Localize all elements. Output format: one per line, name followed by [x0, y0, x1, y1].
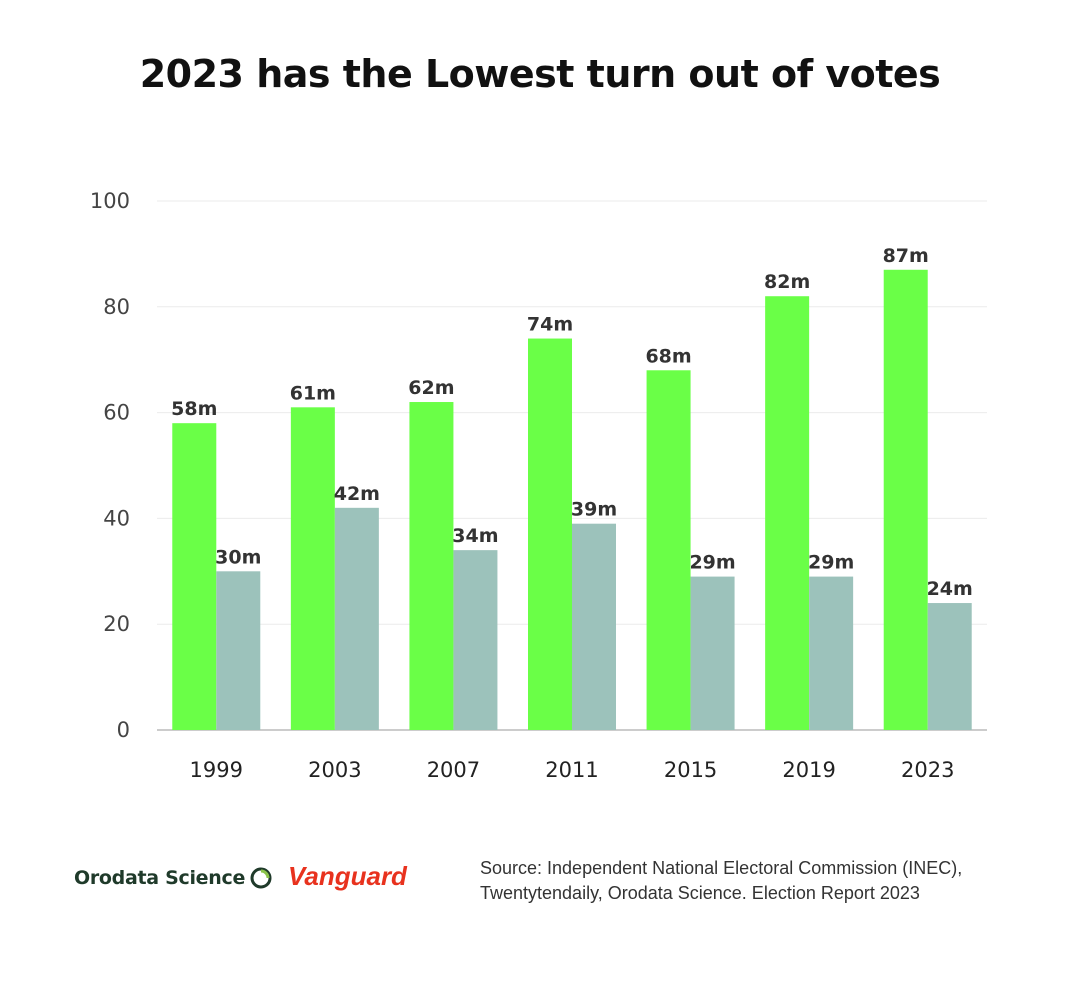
data-labels: 58m 30m 61m 42m 62m 34m 74m 39m 68m 29m 82m 29m 87m 2… — [171, 245, 973, 600]
bars — [172, 269, 972, 730]
data-label: 24m — [927, 578, 973, 600]
x-tick-label: 2019 — [782, 758, 835, 782]
data-label: 29m — [808, 552, 854, 574]
data-label: 61m — [290, 382, 336, 404]
y-tick-label: 60 — [103, 401, 130, 425]
bar-1999-series2 — [216, 571, 261, 730]
source-line-2: Twentytendaily, Orodata Science. Electio… — [480, 883, 920, 903]
source-note: Source: Independent National Electoral C… — [480, 856, 1060, 906]
x-tick-label: 2003 — [308, 758, 361, 782]
bar-2015-series2 — [690, 576, 735, 730]
y-axis-ticks: 0 20 40 60 80 100 — [90, 189, 130, 742]
x-tick-label: 1999 — [190, 758, 243, 782]
bar-2011-series1 — [528, 338, 572, 730]
data-label: 30m — [215, 546, 261, 568]
data-label: 29m — [689, 552, 735, 574]
bar-2003-series1 — [290, 407, 335, 730]
data-label: 82m — [764, 271, 810, 293]
data-label: 87m — [883, 245, 929, 267]
data-label: 68m — [645, 345, 691, 367]
orodata-logo-text: Orodata Science — [74, 867, 246, 889]
chart-title: 2023 has the Lowest turn out of votes — [139, 52, 941, 96]
y-tick-label: 0 — [117, 718, 130, 742]
bar-2019-series1 — [765, 296, 810, 730]
source-line-1: Source: Independent National Electoral C… — [480, 858, 963, 878]
x-axis-ticks: 1999 2003 2007 2011 2015 2019 2023 — [190, 758, 955, 782]
x-tick-label: 2007 — [427, 758, 480, 782]
y-tick-label: 100 — [90, 189, 130, 213]
bar-2007-series2 — [453, 550, 498, 730]
data-label: 62m — [408, 377, 454, 399]
orodata-logo: Orodata Science — [74, 866, 273, 890]
data-label: 42m — [334, 483, 380, 505]
bar-2023-series1 — [883, 269, 928, 730]
y-tick-label: 20 — [103, 612, 130, 636]
vanguard-logo: Vanguard — [288, 861, 407, 891]
x-tick-label: 2023 — [901, 758, 954, 782]
bar-2015-series1 — [646, 370, 691, 730]
bar-2007-series1 — [409, 402, 454, 730]
bar-2023-series2 — [927, 603, 972, 730]
data-label: 74m — [527, 314, 573, 336]
bar-1999-series1 — [172, 423, 217, 730]
y-tick-label: 40 — [103, 506, 130, 530]
bar-2003-series2 — [334, 507, 379, 730]
data-label: 34m — [452, 525, 498, 547]
orodata-circle-icon — [250, 867, 272, 889]
data-label: 39m — [571, 499, 617, 521]
bar-2019-series2 — [809, 576, 854, 730]
y-tick-label: 80 — [103, 295, 130, 319]
x-tick-label: 2011 — [545, 758, 598, 782]
data-label: 58m — [171, 398, 217, 420]
bar-2011-series2 — [572, 523, 616, 730]
x-tick-label: 2015 — [664, 758, 717, 782]
